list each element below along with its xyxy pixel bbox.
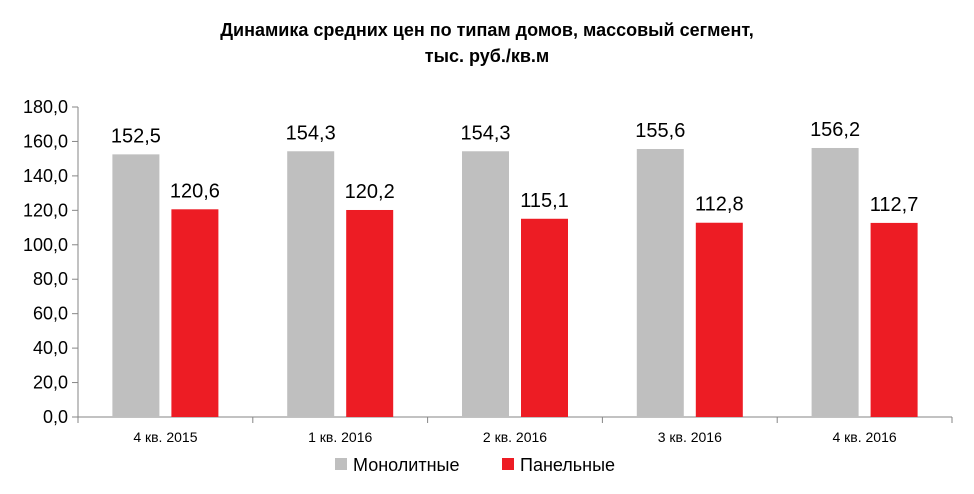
bar-monolithic — [462, 151, 509, 417]
bar-monolithic — [287, 151, 335, 417]
y-tick-label: 60,0 — [33, 304, 68, 324]
bar-panel — [171, 209, 219, 417]
data-label: 152,5 — [111, 125, 161, 147]
legend-swatch — [335, 458, 347, 470]
y-tick-label: 20,0 — [33, 373, 68, 393]
y-tick-label: 40,0 — [33, 338, 68, 358]
y-tick-label: 120,0 — [23, 200, 68, 220]
y-tick-label: 0,0 — [43, 407, 68, 427]
data-label: 120,6 — [170, 180, 220, 202]
data-label: 112,8 — [695, 194, 744, 216]
y-tick-label: 80,0 — [33, 269, 68, 289]
legend: Монолитные Панельные — [335, 455, 615, 475]
x-tick-label: 3 кв. 2016 — [658, 429, 722, 445]
bar-panel — [870, 222, 918, 417]
chart-title-line2: тыс. руб./кв.м — [425, 46, 549, 66]
bars: 152,5 120,6 154,3 120,2 154,3 115,1 155,6 112,8… — [111, 119, 919, 417]
data-label: 154,3 — [460, 122, 510, 144]
x-tick-label: 4 кв. 2015 — [133, 429, 197, 445]
y-tick-label: 180,0 — [23, 97, 68, 117]
data-label: 120,2 — [345, 181, 395, 203]
legend-label: Монолитные — [353, 455, 459, 475]
y-tick-label: 100,0 — [23, 235, 68, 255]
x-tick-label: 2 кв. 2016 — [483, 429, 547, 445]
bar-panel — [695, 222, 743, 417]
bar-panel — [521, 218, 568, 417]
bar-monolithic — [636, 149, 684, 417]
x-tick-label: 4 кв. 2016 — [833, 429, 897, 445]
data-label: 154,3 — [286, 122, 336, 144]
bar-monolithic — [112, 154, 160, 417]
legend-swatch — [502, 458, 514, 470]
bar-panel — [346, 209, 394, 417]
chart-title-line1: Динамика средних цен по типам домов, мас… — [220, 20, 754, 40]
y-tick-label: 160,0 — [23, 131, 68, 151]
legend-label: Панельные — [520, 455, 615, 475]
x-tick-label: 1 кв. 2016 — [308, 429, 372, 445]
y-tick-label: 140,0 — [23, 166, 68, 186]
data-label: 115,1 — [520, 190, 569, 212]
data-label: 155,6 — [635, 120, 685, 142]
bar-monolithic — [811, 147, 859, 417]
data-label: 112,7 — [870, 194, 919, 216]
data-label: 156,2 — [810, 119, 860, 141]
axes: 0,0 20,0 40,0 60,0 80,0 100,0 120,0 140,0 160,0 1… — [23, 97, 953, 445]
